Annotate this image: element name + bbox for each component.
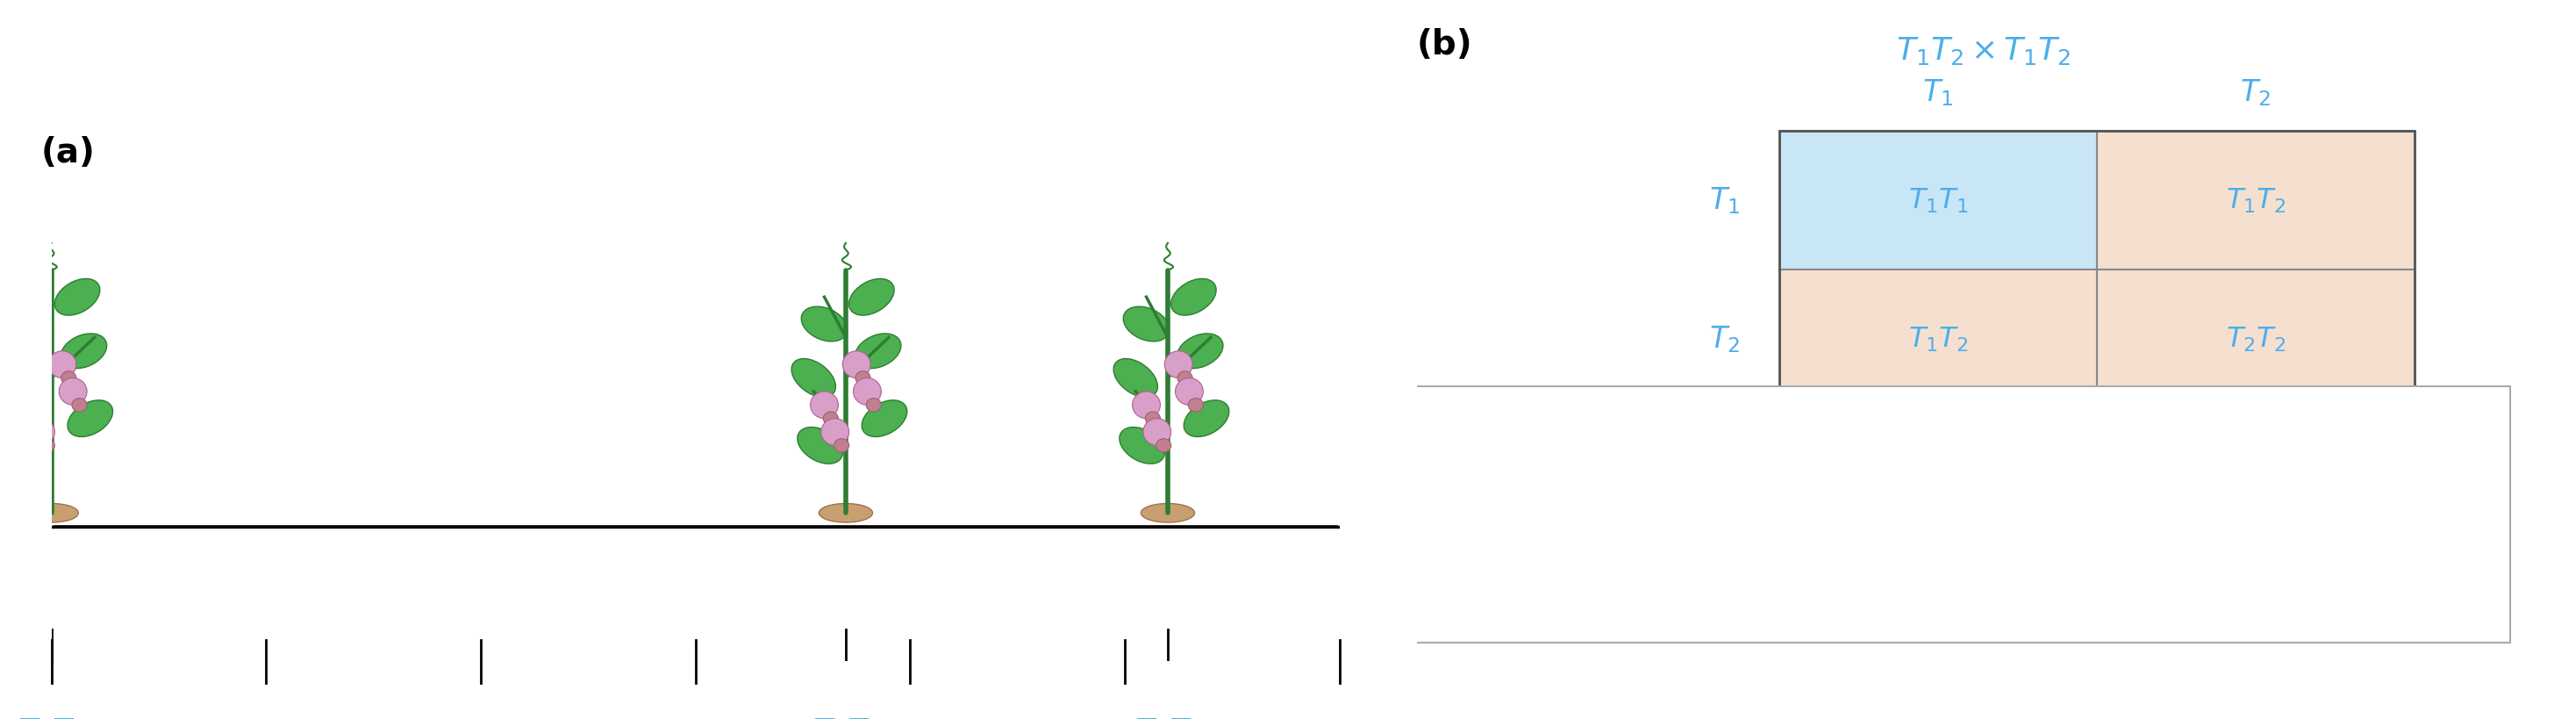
Ellipse shape <box>49 352 77 378</box>
Ellipse shape <box>8 307 54 342</box>
Bar <box>1780 132 2414 408</box>
Ellipse shape <box>54 279 100 316</box>
Text: $T_2T_2$: $T_2T_2$ <box>1133 715 1200 719</box>
Ellipse shape <box>72 398 88 412</box>
Text: $T_1T_1$: $T_1T_1$ <box>18 715 85 719</box>
Text: (b): (b) <box>1417 28 1473 62</box>
Text: $T_1T_1$: $T_1T_1$ <box>1558 429 1615 455</box>
Text: $T_2$: $T_2$ <box>1708 324 1739 354</box>
Ellipse shape <box>1146 412 1159 426</box>
Ellipse shape <box>59 378 88 406</box>
Ellipse shape <box>801 307 848 342</box>
Text: $T_1T_2$: $T_1T_2$ <box>1558 495 1615 521</box>
Ellipse shape <box>799 428 842 464</box>
Ellipse shape <box>1164 352 1193 378</box>
Ellipse shape <box>15 392 44 418</box>
Ellipse shape <box>819 504 873 523</box>
Ellipse shape <box>863 400 907 437</box>
Ellipse shape <box>842 352 871 378</box>
Ellipse shape <box>26 418 54 446</box>
Ellipse shape <box>62 334 106 369</box>
Ellipse shape <box>3 428 49 464</box>
Ellipse shape <box>811 392 837 418</box>
Ellipse shape <box>1175 378 1203 406</box>
Bar <box>2097 132 2414 270</box>
Ellipse shape <box>1144 418 1172 446</box>
Ellipse shape <box>1177 334 1224 369</box>
Ellipse shape <box>853 378 881 406</box>
Text: $\frac{1}{4}$: $\frac{1}{4}$ <box>1473 555 1486 592</box>
Text: $T_1$: $T_1$ <box>1708 186 1739 216</box>
Ellipse shape <box>62 372 77 385</box>
Ellipse shape <box>26 504 77 523</box>
Text: $T_1T_2$: $T_1T_2$ <box>1909 324 1968 353</box>
Text: Intermediate flowering (Day 3.7): Intermediate flowering (Day 3.7) <box>1677 495 2097 520</box>
Ellipse shape <box>1121 428 1164 464</box>
Bar <box>1780 270 2097 408</box>
Ellipse shape <box>866 398 881 412</box>
Ellipse shape <box>67 400 113 437</box>
Ellipse shape <box>1133 392 1159 418</box>
Ellipse shape <box>822 418 850 446</box>
Ellipse shape <box>1177 372 1193 385</box>
Text: Early flowering (Day 0.0): Early flowering (Day 0.0) <box>1677 430 1996 454</box>
Ellipse shape <box>1141 504 1195 523</box>
Text: $T_1$: $T_1$ <box>1922 77 1953 108</box>
Text: $T_1T_1$: $T_1T_1$ <box>1909 186 1968 215</box>
Ellipse shape <box>835 439 850 452</box>
Ellipse shape <box>1113 359 1157 398</box>
Ellipse shape <box>39 439 54 452</box>
Ellipse shape <box>791 359 835 398</box>
Text: $\frac{1}{2}$: $\frac{1}{2}$ <box>1473 490 1486 526</box>
Text: $T_2T_2$: $T_2T_2$ <box>2226 324 2285 353</box>
Text: $T_1T_2$: $T_1T_2$ <box>811 715 878 719</box>
Ellipse shape <box>1188 398 1203 412</box>
Ellipse shape <box>1172 279 1216 316</box>
Ellipse shape <box>855 372 871 385</box>
Text: $T_2T_2$: $T_2T_2$ <box>1558 560 1615 587</box>
Ellipse shape <box>824 412 837 426</box>
Ellipse shape <box>28 412 44 426</box>
Ellipse shape <box>1157 439 1172 452</box>
Text: $T_1T_2 \times T_1T_2$: $T_1T_2 \times T_1T_2$ <box>1896 35 2071 67</box>
Text: Late flowering (Day 5.2): Late flowering (Day 5.2) <box>1677 562 1986 586</box>
FancyBboxPatch shape <box>1412 387 2512 643</box>
Text: (a): (a) <box>41 136 95 169</box>
Ellipse shape <box>0 359 41 398</box>
Text: $\frac{1}{4}$: $\frac{1}{4}$ <box>1473 424 1486 461</box>
Text: $T_2$: $T_2$ <box>2241 77 2272 108</box>
Bar <box>2097 270 2414 408</box>
Ellipse shape <box>1185 400 1229 437</box>
Ellipse shape <box>1123 307 1170 342</box>
Bar <box>1780 132 2097 270</box>
Text: $T_1T_2$: $T_1T_2$ <box>2226 186 2285 215</box>
Ellipse shape <box>850 279 894 316</box>
Ellipse shape <box>855 334 902 369</box>
